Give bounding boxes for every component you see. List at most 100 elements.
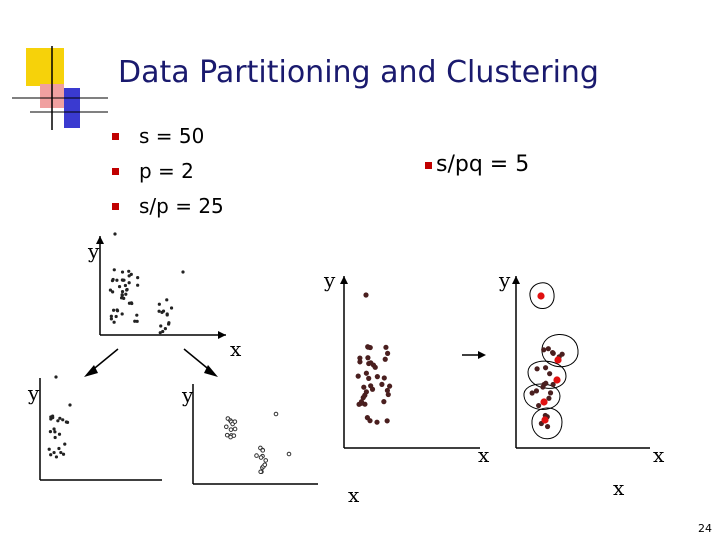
cluster-center bbox=[554, 356, 562, 364]
data-point bbox=[231, 433, 237, 438]
cluster-outlines bbox=[523, 282, 579, 440]
data-point bbox=[68, 403, 72, 407]
middle-plot-x-label-right: x bbox=[478, 443, 490, 467]
bottom-left-points bbox=[47, 375, 72, 459]
data-point bbox=[165, 298, 169, 302]
data-point bbox=[127, 269, 131, 273]
data-point bbox=[550, 381, 556, 388]
data-point bbox=[119, 296, 124, 300]
bullet-text: p = 2 bbox=[139, 158, 194, 183]
data-point bbox=[169, 306, 174, 310]
data-point bbox=[111, 277, 115, 282]
bottom-left-y-label: y bbox=[27, 381, 40, 405]
data-point bbox=[387, 383, 393, 389]
data-point bbox=[163, 327, 167, 331]
data-point bbox=[545, 346, 551, 352]
data-point bbox=[136, 275, 140, 280]
data-point bbox=[112, 308, 116, 312]
data-point bbox=[529, 390, 535, 396]
data-point bbox=[52, 427, 56, 431]
right-plot-points bbox=[529, 292, 565, 430]
data-point bbox=[382, 356, 388, 362]
data-point bbox=[112, 268, 116, 272]
data-point bbox=[57, 446, 61, 451]
data-point bbox=[286, 451, 292, 457]
data-point bbox=[157, 309, 161, 313]
data-point bbox=[547, 371, 553, 377]
right-bullet: s/pq = 5 bbox=[425, 152, 529, 177]
data-point bbox=[53, 430, 57, 434]
data-point bbox=[57, 432, 62, 436]
middle-plot-x-label-below: x bbox=[348, 483, 360, 507]
data-point bbox=[112, 320, 116, 324]
data-point bbox=[160, 310, 164, 314]
data-point bbox=[120, 270, 125, 274]
bullet-square-icon bbox=[112, 133, 119, 140]
data-point bbox=[133, 319, 137, 323]
bullet-square-icon bbox=[112, 203, 119, 210]
data-point bbox=[124, 292, 128, 296]
data-point bbox=[120, 293, 124, 297]
data-point bbox=[223, 424, 229, 430]
data-point bbox=[546, 395, 552, 401]
top-plot-points bbox=[108, 232, 185, 335]
bottom-middle-plot: y bbox=[181, 383, 318, 485]
data-point bbox=[135, 313, 139, 317]
data-point bbox=[181, 270, 185, 274]
transition-arrow-icon bbox=[462, 351, 486, 359]
data-point bbox=[383, 344, 389, 350]
data-point bbox=[115, 278, 119, 282]
data-point bbox=[381, 399, 387, 405]
cluster-center bbox=[537, 292, 545, 300]
top-plot-x-label: x bbox=[230, 337, 242, 361]
partition-arrow-right-icon bbox=[183, 348, 218, 377]
data-point bbox=[363, 370, 369, 376]
data-point bbox=[111, 290, 115, 294]
data-point bbox=[258, 455, 264, 460]
data-point bbox=[367, 344, 373, 351]
data-point bbox=[224, 432, 230, 438]
data-point bbox=[59, 450, 63, 455]
bullet-item: p = 2 bbox=[112, 153, 224, 188]
data-point bbox=[547, 390, 554, 396]
data-point bbox=[540, 384, 546, 390]
data-point bbox=[49, 453, 53, 457]
data-point bbox=[58, 416, 62, 420]
data-point bbox=[372, 364, 378, 370]
data-point bbox=[129, 272, 133, 276]
data-point bbox=[136, 283, 140, 287]
cluster-center bbox=[553, 376, 561, 384]
data-point bbox=[63, 442, 67, 446]
data-point bbox=[357, 359, 363, 365]
data-point bbox=[228, 427, 234, 432]
data-point bbox=[363, 292, 369, 298]
data-point bbox=[47, 447, 51, 451]
cluster-center bbox=[541, 416, 549, 424]
data-point bbox=[56, 419, 60, 423]
data-point bbox=[357, 355, 363, 361]
data-point bbox=[260, 448, 266, 453]
data-point bbox=[385, 391, 391, 398]
data-point bbox=[113, 232, 117, 236]
right-bullet-text: s/pq = 5 bbox=[436, 152, 530, 177]
bullet-square-icon bbox=[425, 162, 432, 169]
data-point bbox=[51, 414, 55, 418]
data-point bbox=[543, 380, 549, 386]
data-point bbox=[273, 411, 279, 417]
data-point bbox=[534, 366, 540, 372]
data-point bbox=[117, 285, 122, 289]
bottom-middle-points bbox=[223, 411, 292, 475]
data-point bbox=[232, 426, 238, 432]
middle-plot: y x x bbox=[323, 268, 490, 507]
data-point bbox=[263, 458, 269, 463]
data-point bbox=[374, 419, 380, 425]
data-point bbox=[262, 462, 268, 468]
data-point bbox=[114, 314, 118, 319]
data-point bbox=[541, 347, 547, 353]
data-point bbox=[366, 360, 372, 367]
data-point bbox=[363, 389, 369, 395]
data-point bbox=[254, 453, 259, 458]
bullet-text: s = 50 bbox=[139, 123, 205, 148]
data-point bbox=[384, 418, 390, 424]
data-point bbox=[550, 349, 556, 356]
